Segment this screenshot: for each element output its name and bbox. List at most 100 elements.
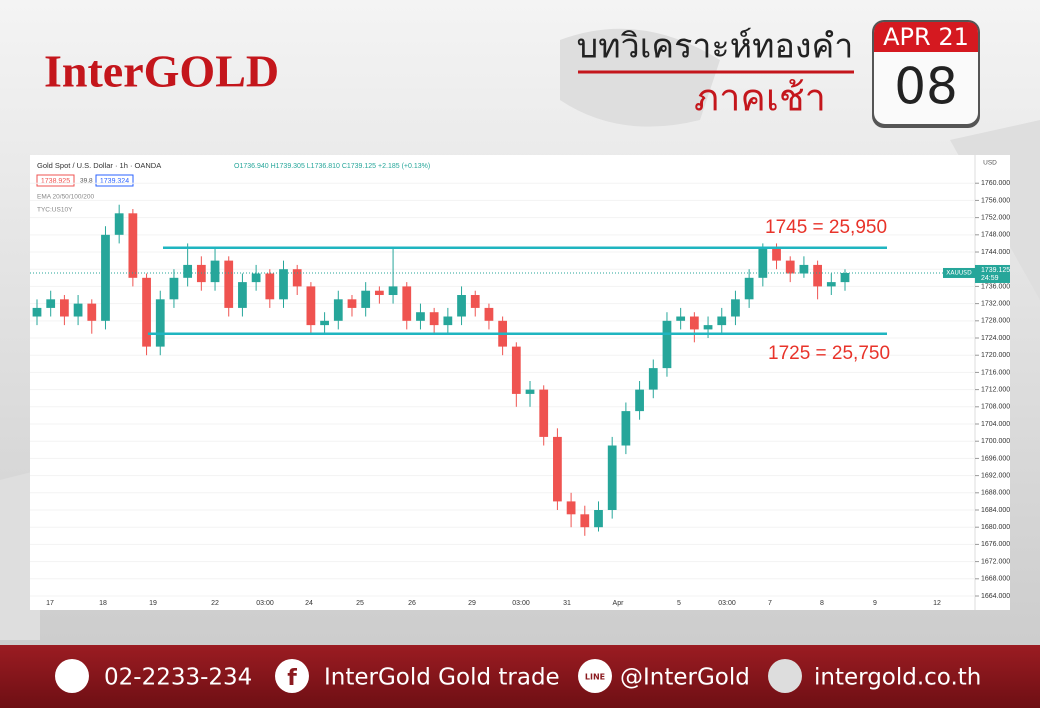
facebook-glyph: f — [287, 666, 297, 691]
candle-body — [347, 299, 357, 308]
indicator: TYC:US10Y — [37, 207, 73, 214]
candle-body — [87, 303, 97, 321]
candle-body — [813, 264, 822, 287]
y-tick-label: 1704.000 — [981, 421, 1010, 428]
candle-body — [457, 295, 466, 317]
symbol-title: Gold Spot / U.S. Dollar · 1h · OANDA — [37, 161, 161, 170]
website: intergold.co.th — [814, 665, 981, 691]
ask-box — [95, 174, 134, 187]
y-tick-label: 1728.000 — [981, 318, 1010, 325]
level-label: 1725 = 25,750 — [768, 343, 890, 364]
x-tick-label: 03:00 — [512, 600, 530, 607]
candle-body — [251, 273, 261, 283]
candle-body — [799, 264, 809, 274]
candle-body — [689, 316, 699, 330]
footer: 02-2233-234 f InterGold Gold trade LINE … — [55, 659, 981, 693]
day: 08 — [894, 58, 958, 116]
candle-body — [60, 299, 69, 317]
candle-body — [388, 286, 398, 296]
candle-body — [731, 299, 740, 317]
ask: 1739.324 — [100, 178, 129, 185]
candle-body — [772, 247, 781, 261]
candle-body — [676, 316, 686, 321]
candle-body — [429, 312, 439, 326]
candle-body — [484, 307, 494, 321]
y-tick-label: 1760.000 — [981, 180, 1010, 187]
facebook: InterGold Gold trade — [324, 665, 560, 691]
x-tick-label: 8 — [820, 600, 824, 607]
y-tick-label: 1736.000 — [981, 283, 1010, 290]
symbol: XAUUSD — [946, 269, 972, 276]
candle-body — [443, 316, 453, 326]
countdown: 24:59 — [981, 275, 999, 282]
y-tick-label: 1748.000 — [981, 232, 1010, 239]
candle-body — [320, 320, 329, 326]
candle-body — [279, 269, 288, 300]
candle-body — [662, 320, 672, 369]
y-tick-label: 1732.000 — [981, 300, 1010, 307]
candle-body — [128, 213, 138, 278]
y-tick-label: 1684.000 — [981, 507, 1010, 514]
spread: 39.8 — [80, 178, 93, 185]
title: บทวิเคราะห์ทองคำ — [577, 27, 854, 67]
y-tick-label: 1708.000 — [981, 404, 1010, 411]
indicator: EMA 20/50/100/200 — [37, 194, 94, 201]
x-tick-label: 17 — [46, 600, 54, 607]
y-tick-label: 1688.000 — [981, 490, 1010, 497]
candle-body — [32, 307, 42, 317]
candle-body — [744, 277, 754, 300]
y-tick-label: 1752.000 — [981, 214, 1010, 221]
candle-body — [238, 282, 247, 308]
candle-body — [46, 299, 56, 308]
x-tick-label: 03:00 — [718, 600, 736, 607]
x-tick-label: 5 — [677, 600, 681, 607]
candle-body — [73, 303, 83, 317]
candle-body — [196, 264, 206, 283]
x-tick-label: 24 — [305, 600, 313, 607]
y-tick-label: 1716.000 — [981, 369, 1010, 376]
brand: InterGOLD — [44, 46, 279, 97]
candle-body — [840, 272, 850, 283]
candle-body — [703, 325, 713, 330]
candle-body — [169, 277, 179, 300]
y-tick-label: 1692.000 — [981, 472, 1010, 479]
price-tag — [975, 264, 1010, 283]
candle-body — [210, 260, 220, 283]
x-tick-label: 29 — [468, 600, 476, 607]
candle-body — [785, 260, 795, 274]
y-tick-label: 1724.000 — [981, 335, 1010, 342]
x-tick-label: 12 — [933, 600, 941, 607]
ohlc-text: O1736.940 H1739.305 L1736.810 C1739.125 … — [234, 163, 430, 170]
y-tick-label: 1672.000 — [981, 558, 1010, 565]
candle-body — [470, 295, 480, 308]
last-price: 1739.125 — [981, 267, 1010, 274]
candle-body — [361, 290, 371, 308]
y-tick-label: 1696.000 — [981, 455, 1010, 462]
web-icon — [768, 659, 802, 693]
symbol-tag — [943, 267, 975, 278]
phone: 02-2233-234 — [104, 665, 252, 691]
candle-body — [306, 286, 316, 326]
month: APR 21 — [883, 23, 969, 51]
x-tick-label: 19 — [149, 600, 157, 607]
candle-body — [402, 286, 412, 321]
candle-body — [580, 514, 590, 528]
candle-body — [826, 282, 836, 287]
bid-box — [36, 174, 75, 187]
candle-body — [416, 312, 425, 321]
line: @InterGold — [620, 665, 750, 691]
y-tick-label: 1744.000 — [981, 249, 1010, 256]
y-tick-label: 1756.000 — [981, 197, 1010, 204]
y-tick-label: 1700.000 — [981, 438, 1010, 445]
x-tick-label: 03:00 — [256, 600, 274, 607]
candle-body — [224, 260, 234, 308]
bid: 1738.925 — [41, 178, 70, 185]
candle-body — [511, 346, 521, 394]
candle-body — [717, 316, 727, 326]
candle-body — [142, 277, 151, 347]
candle-body — [155, 299, 165, 347]
y-tick-label: 1720.000 — [981, 352, 1010, 359]
candle-body — [607, 445, 617, 511]
candle-body — [183, 264, 193, 278]
